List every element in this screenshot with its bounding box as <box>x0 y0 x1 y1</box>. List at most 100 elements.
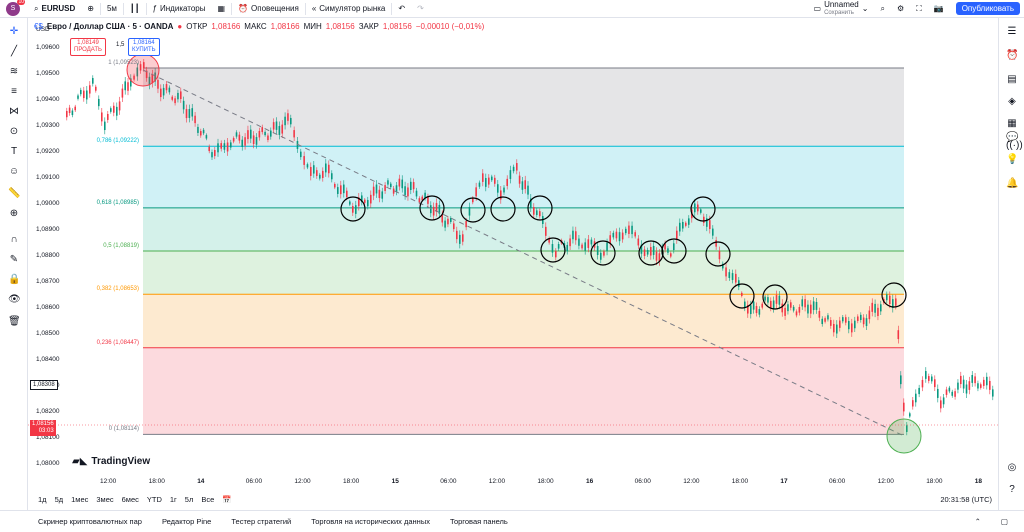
channel-icon[interactable]: ≋ <box>9 66 19 77</box>
magnet-icon[interactable]: ∩ <box>10 234 18 245</box>
range-button[interactable]: 3мес <box>96 494 114 504</box>
help-icon[interactable]: ? <box>1009 484 1015 495</box>
panel-tab[interactable]: Скринер криптовалютных пар <box>38 517 142 526</box>
candle-body <box>909 413 911 417</box>
zoom-icon[interactable]: ⊕ <box>9 208 19 219</box>
candle-body <box>160 88 162 98</box>
price-chart[interactable] <box>28 18 998 488</box>
candle-body <box>358 197 360 207</box>
trendline-icon[interactable]: ╱ <box>10 46 18 57</box>
candle-body <box>697 204 699 212</box>
emoji-icon[interactable]: ☺ <box>8 166 20 177</box>
bell-icon[interactable]: 🔔 <box>1006 178 1019 189</box>
range-button[interactable]: 1г <box>169 494 177 504</box>
candle-body <box>232 138 235 142</box>
lock-icon[interactable]: 🔒 <box>8 274 21 285</box>
panel-tab[interactable]: Тестер стратегий <box>231 517 292 526</box>
utc-clock[interactable]: 20:31:58 (UTC) <box>940 494 992 504</box>
candle-body <box>694 203 696 213</box>
candle-body <box>533 207 535 215</box>
symbol-search[interactable]: ⌕ EURUSD <box>28 0 81 18</box>
candle-body <box>790 302 792 308</box>
fib-icon[interactable]: ≡ <box>11 86 17 97</box>
redo-button[interactable]: ↷ <box>411 0 430 18</box>
goto-date-icon[interactable]: 📅 <box>222 494 232 504</box>
price-axis-label: 1,09200 <box>36 148 60 155</box>
candle-body <box>378 189 381 199</box>
legend-title[interactable]: Евро / Доллар США · 5 · OANDA <box>46 22 174 31</box>
compare-button[interactable]: ⊕ <box>81 0 100 18</box>
text-icon[interactable]: T <box>10 146 18 157</box>
buy-button[interactable]: 1,08164 КУПИТЬ <box>128 38 160 56</box>
candle-body <box>208 146 210 152</box>
candle-body <box>66 110 68 118</box>
candle-body <box>581 244 583 249</box>
candle-body <box>801 299 804 307</box>
candle-body <box>211 152 213 158</box>
price-axis-label: 1,09000 <box>36 200 60 207</box>
pencil-lock-icon[interactable]: ✎ <box>9 254 19 265</box>
panel-tab[interactable]: Торговля на исторических данных <box>311 517 430 526</box>
candle-body <box>778 295 781 305</box>
range-button[interactable]: 5д <box>54 494 64 504</box>
interval-button[interactable]: 5м <box>106 4 117 13</box>
templates-button[interactable]: ▦ <box>212 0 232 18</box>
crosshair-icon[interactable]: ✛ <box>9 26 19 37</box>
candle-body <box>804 299 806 308</box>
ideas-icon[interactable]: 💡 <box>1006 154 1019 165</box>
pattern-icon[interactable]: ⋈ <box>9 106 19 117</box>
layers-icon[interactable]: ◈ <box>1008 96 1016 107</box>
indicators-button[interactable]: ƒ Индикаторы <box>147 0 212 18</box>
range-button[interactable]: Все <box>201 494 215 504</box>
sell-button[interactable]: 1,08149 ПРОДАТЬ <box>70 38 106 56</box>
range-button[interactable]: 1д <box>38 494 47 504</box>
settings-button[interactable]: ⚙ <box>891 0 910 18</box>
fullscreen-button[interactable]: ⛶ <box>910 0 928 18</box>
chat-icon[interactable]: 💬 <box>1006 132 1019 143</box>
ruler-icon[interactable]: 📏 <box>8 188 21 199</box>
time-axis-label: 14 <box>197 478 205 485</box>
maximize-icon[interactable]: ▢ <box>1000 517 1008 526</box>
panel-tab[interactable]: Торговая панель <box>449 517 508 526</box>
candle-body <box>821 318 824 325</box>
user-avatar[interactable]: S 10 <box>6 0 25 16</box>
candle-body <box>118 101 121 111</box>
publish-button[interactable]: Опубликовать <box>955 2 1020 15</box>
undo-button[interactable]: ↶ <box>392 0 411 18</box>
collapse-icon[interactable]: ⌃ <box>974 517 981 526</box>
search-icon: ⌕ <box>34 3 39 13</box>
chart-type-button[interactable]: ┃┃ <box>124 0 146 18</box>
range-button[interactable]: 5л <box>184 494 194 504</box>
time-axis-label: 12:00 <box>488 478 506 485</box>
range-button[interactable]: 6мес <box>121 494 139 504</box>
data-window-icon[interactable]: ▤ <box>1007 74 1017 85</box>
target-icon[interactable]: ◎ <box>1007 462 1017 473</box>
candle-body <box>250 129 252 139</box>
candle-body <box>810 304 812 314</box>
tradingview-logo[interactable]: ▰◣ TradingView <box>72 456 150 467</box>
price-axis-label: 1,08600 <box>36 304 60 311</box>
drawing-toolbar: ✛ ╱ ≋ ≡ ⋈ ⊙ T ☺ 📏 ⊕ ∩ ✎ 🔒 👁 🗑 <box>0 18 28 510</box>
prediction-icon[interactable]: ⊙ <box>9 126 19 137</box>
alarm-clock-icon[interactable]: ⏰ <box>1006 50 1019 61</box>
signal-icon[interactable]: ((·)) <box>1006 140 1023 151</box>
watchlist-icon[interactable]: ☰ <box>1007 26 1017 37</box>
calendar-icon[interactable]: ▦ <box>1007 118 1017 129</box>
currency-label[interactable]: USD <box>36 26 50 33</box>
snapshot-button[interactable]: 📷 <box>928 0 950 18</box>
candle-body <box>679 222 681 232</box>
panel-tab[interactable]: Редактор Pine <box>161 517 212 526</box>
range-bar: 1д 5д 1мес 3мес 6мес YTD 1г 5л Все 📅 20:31:58 (U… <box>28 490 998 508</box>
replay-button[interactable]: «Симулятор рынка <box>306 0 392 18</box>
alerts-button[interactable]: ⏰ Оповещения <box>232 0 305 18</box>
candle-body <box>194 115 196 124</box>
range-button[interactable]: YTD <box>146 494 162 504</box>
crosshair-price-tag: 1,08308 <box>30 380 58 390</box>
candle-body <box>197 126 199 133</box>
trash-icon[interactable]: 🗑 <box>8 316 21 327</box>
quick-search-button[interactable]: ⌕ <box>874 0 890 18</box>
candle-body <box>915 393 917 403</box>
eye-icon[interactable]: 👁 <box>8 294 21 305</box>
range-button[interactable]: 1мес <box>71 494 89 504</box>
layout-menu[interactable]: ▭ Unnamed Сохранить ⌄ <box>808 0 875 18</box>
